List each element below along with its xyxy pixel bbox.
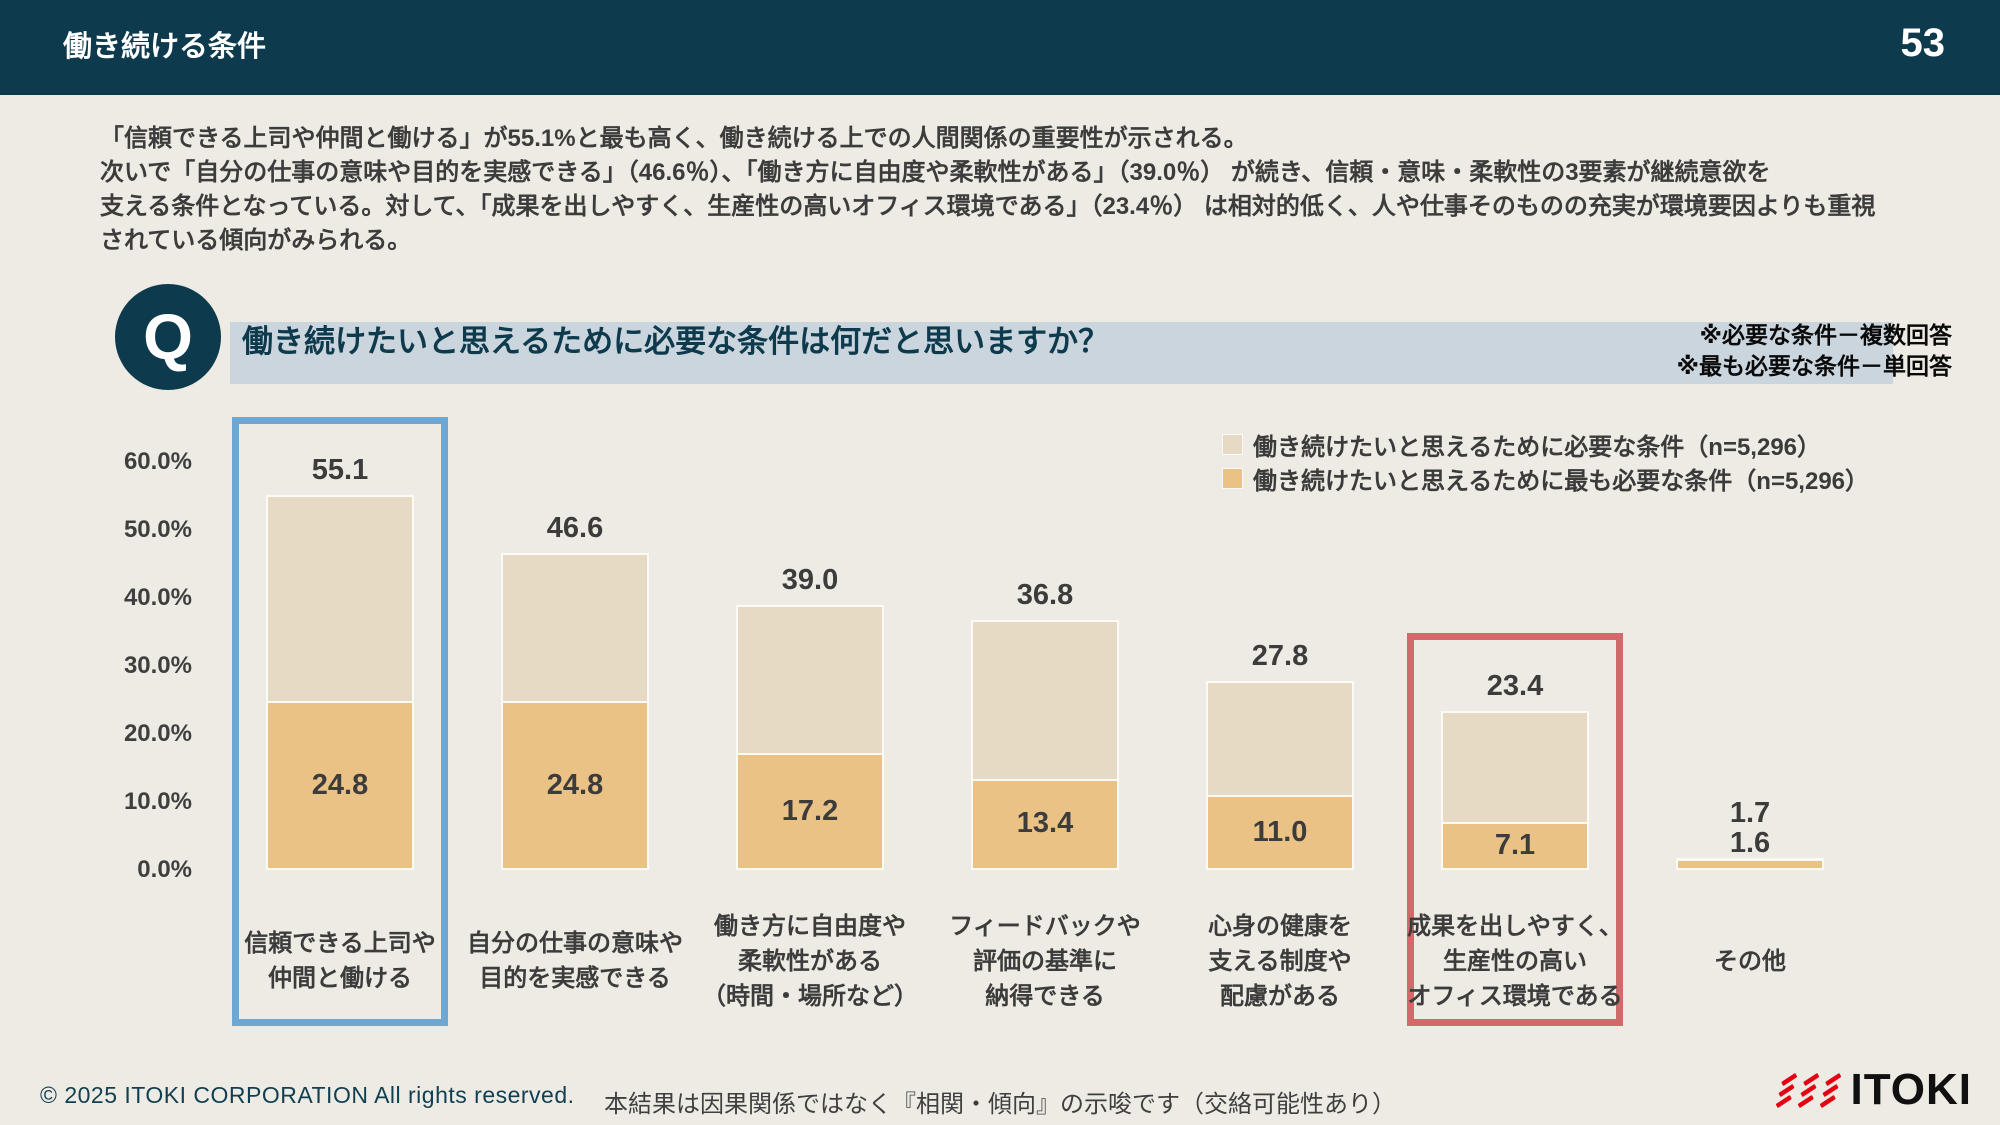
- legend-item-necessary: 働き続けたいと思えるために必要な条件（n=5,296）: [1222, 432, 1869, 461]
- most-value-label: 24.8: [546, 768, 604, 801]
- y-axis-tick: 50.0%: [123, 516, 192, 543]
- footnote-text: 本結果は因果関係ではなく『相関・傾向』の示唆です（交絡可能性あり）: [604, 1091, 1396, 1118]
- legend-swatch-necessary-icon: [1222, 433, 1243, 455]
- survey-notes: ※必要な条件－複数回答 ※最も必要な条件－単回答: [1677, 320, 1952, 382]
- itoki-logo-marks-icon: [1776, 1072, 1842, 1108]
- bar-most-2: [736, 753, 884, 870]
- y-axis-tick: 10.0%: [123, 788, 192, 815]
- y-axis-tick: 60.0%: [123, 448, 192, 475]
- question-band: [230, 322, 1893, 384]
- most-value-label: 24.8: [311, 768, 369, 801]
- legend-item-most-necessary: 働き続けたいと思えるために最も必要な条件（n=5,296）: [1222, 466, 1869, 495]
- most-value-label: 11.0: [1252, 815, 1308, 848]
- category-label: 自分の仕事の意味や 目的を実感できる: [467, 930, 683, 992]
- most-value-label: 17.2: [781, 794, 839, 827]
- most-value-label: 1.6: [1729, 827, 1771, 860]
- bar-most-0: [266, 701, 414, 870]
- highlight-box-red: [1407, 632, 1623, 1026]
- bar-most-5: [1441, 821, 1589, 870]
- question-badge-letter: Q: [143, 301, 193, 373]
- total-value-label: 36.8: [1016, 578, 1074, 611]
- y-axis-tick: 40.0%: [123, 584, 192, 611]
- most-value-label: 13.4: [1016, 807, 1074, 840]
- question-badge: Q: [115, 284, 221, 390]
- summary-text: 「信頼できる上司や仲間と働ける」が55.1%と最も高く、働き続ける上での人間関係…: [100, 125, 1876, 254]
- total-value-label: 23.4: [1486, 669, 1544, 702]
- bar-most-4: [1206, 795, 1354, 870]
- bar-most-3: [971, 778, 1119, 870]
- category-label: 働き方に自由度や 柔軟性がある （時間・場所など）: [702, 912, 918, 1010]
- survey-note-multiple: ※必要な条件－複数回答: [1699, 322, 1952, 348]
- total-value-label: 1.7: [1729, 797, 1771, 830]
- chart-legend: 働き続けたいと思えるために必要な条件（n=5,296） 働き続けたいと思えるため…: [1222, 432, 1869, 500]
- y-axis-tick: 0.0%: [137, 856, 192, 883]
- most-value-label: 7.1: [1494, 828, 1536, 861]
- bar-most-1: [501, 701, 649, 870]
- category-label: フィードバックや 評価の基準に 納得できる: [949, 912, 1141, 1010]
- total-value-label: 27.8: [1251, 639, 1309, 672]
- legend-swatch-most-necessary-icon: [1222, 467, 1243, 489]
- category-label: その他: [1714, 947, 1786, 975]
- y-axis-tick: 20.0%: [123, 720, 192, 747]
- survey-note-single: ※最も必要な条件－単回答: [1676, 353, 1952, 379]
- category-label: 成果を出しやすく、 生産性の高い オフィス環境である: [1407, 912, 1623, 1010]
- slide-header: 働き続ける条件 53: [0, 0, 2000, 95]
- copyright-text: © 2025 ITOKI CORPORATION All rights rese…: [40, 1082, 575, 1108]
- category-label: 心身の健康を 支える制度や 配慮がある: [1208, 912, 1352, 1010]
- page-title: 働き続ける条件: [63, 31, 267, 63]
- category-label: 信頼できる上司や 仲間と働ける: [244, 930, 436, 992]
- total-value-label: 39.0: [781, 563, 839, 596]
- itoki-logo-text: ITOKI: [1850, 1065, 1972, 1114]
- total-value-label: 55.1: [311, 454, 369, 487]
- highlight-box-blue: [232, 417, 448, 1026]
- legend-label-necessary: 働き続けたいと思えるために必要な条件（n=5,296）: [1253, 433, 1822, 461]
- legend-label-most-necessary: 働き続けたいと思えるために最も必要な条件（n=5,296）: [1253, 467, 1870, 495]
- question-text: 働き続けたいと思えるために必要な条件は何だと思いますか？: [242, 324, 1110, 359]
- itoki-logo: ITOKI: [1776, 1065, 1972, 1114]
- bar-most-6: [1676, 859, 1824, 870]
- total-value-label: 46.6: [546, 512, 604, 545]
- page-number: 53: [1900, 21, 1946, 65]
- y-axis-tick: 30.0%: [123, 652, 192, 679]
